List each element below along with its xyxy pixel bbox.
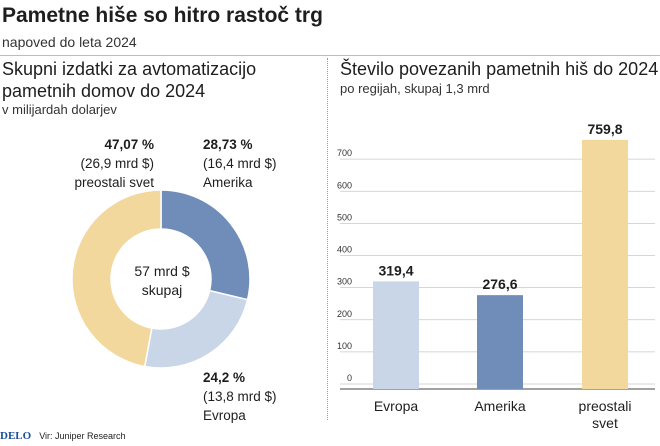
bar-preostali-svet [582,139,628,389]
donut-slice-preostali-svet [71,189,162,368]
donut-title-line1: Skupni izdatki za avtomatizacijo [2,59,257,79]
y-tick-label: 300 [337,277,352,287]
donut-center-total: 57 mrd $ [134,263,190,279]
y-tick-label: 500 [337,212,352,222]
slice-amount: (13,8 mrd $) [203,389,277,404]
bar-evropa [373,281,419,389]
slice-percent: 24,2 % [203,370,246,385]
slice-name: Amerika [203,175,253,190]
donut-subtitle: v milijardah dolarjev [2,102,117,117]
panel-divider [327,58,328,420]
slice-amount: (26,9 mrd $) [80,156,154,171]
donut-center-label: 57 mrd $ skupaj [112,262,212,300]
header-rule [0,55,660,56]
slice-name: Evropa [203,408,246,423]
y-tick-label: 700 [337,148,352,158]
page-subtitle: napoved do leta 2024 [2,34,137,50]
y-tick-label: 200 [337,309,352,319]
bar-value-label: 276,6 [482,276,517,292]
y-tick-label: 400 [337,245,352,255]
slice-label-evropa: 24,2 % (13,8 mrd $) Evropa [203,368,277,425]
donut-title: Skupni izdatki za avtomatizacijo pametni… [2,58,256,102]
donut-slice-amerika [160,189,251,301]
brand-logo: DELO [0,430,32,442]
x-category-label: preostali [579,398,632,414]
x-category-label: Amerika [474,398,526,414]
slice-label-amerika: 28,73 % (16,4 mrd $) Amerika [203,135,277,192]
slice-name: preostali svet [74,175,154,190]
y-tick-label: 600 [337,180,352,190]
donut-slice-evropa [143,289,249,369]
slice-percent: 28,73 % [203,137,253,152]
bar-chart-subtitle: po regijah, skupaj 1,3 mrd [340,81,490,96]
bar-value-label: 759,8 [587,121,622,137]
bar-chart-title: Število povezanih pametnih hiš do 2024 [340,59,659,79]
footer: DELO Vir: Juniper Research [0,430,126,442]
bar-value-label: 319,4 [378,262,413,278]
donut-center-caption: skupaj [141,282,183,298]
slice-label-preostali-svet: 47,07 % (26,9 mrd $) preostali svet [2,135,154,192]
x-category-label: svet [592,415,618,431]
y-tick-label: 0 [347,373,352,383]
bar-amerika [477,295,523,389]
donut-title-line2: pametnih domov do 2024 [2,81,206,101]
slice-amount: (16,4 mrd $) [203,156,277,171]
page-title: Pametne hiše so hitro rastoč trg [2,4,323,27]
source-note: Vir: Juniper Research [39,431,126,441]
y-tick-label: 100 [337,341,352,351]
slice-percent: 47,07 % [104,137,154,152]
x-category-label: Evropa [374,398,419,414]
